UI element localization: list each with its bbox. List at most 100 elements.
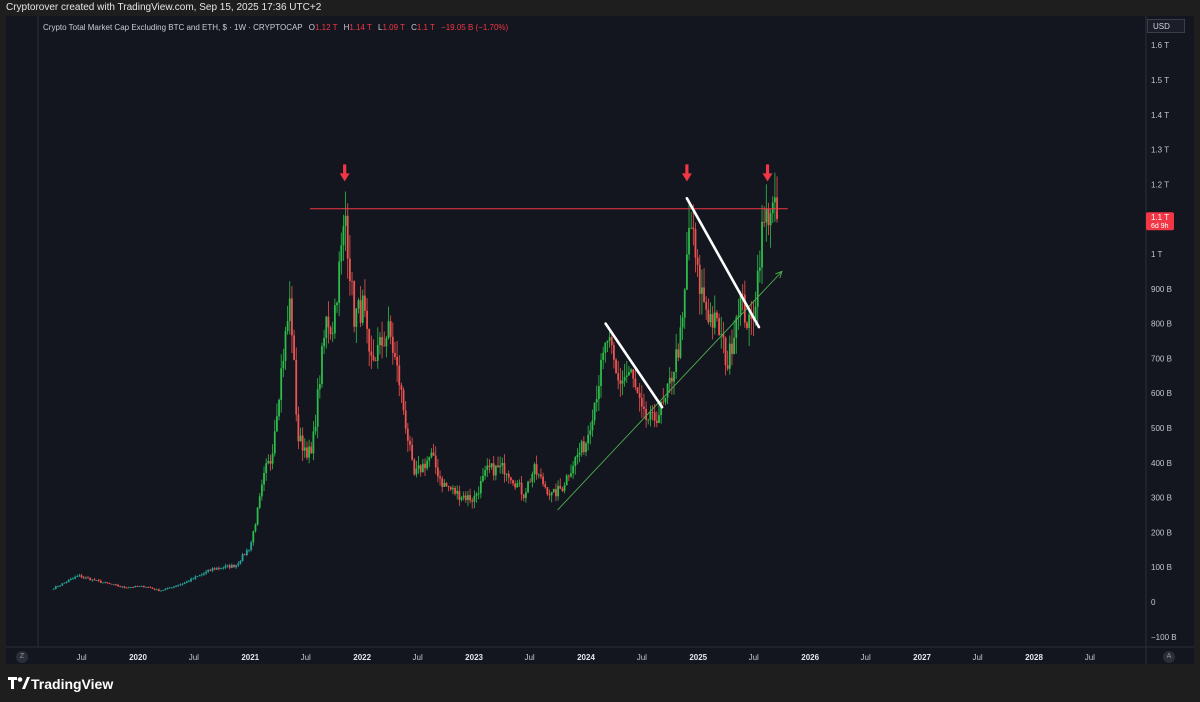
currency-button[interactable]: USD [1147,19,1185,33]
candle [621,370,624,396]
candle [215,566,218,571]
candle [662,388,665,405]
candle [589,422,592,445]
candle [722,321,725,354]
candle [76,574,79,578]
candle [243,553,246,556]
candle [655,411,658,428]
candle [544,481,547,489]
candle [490,463,493,471]
candle [376,327,379,369]
price-tick-label: 900 B [1151,285,1172,294]
candle [507,470,510,484]
candle [271,444,274,470]
candle [282,348,285,378]
candle [228,563,231,570]
candle [439,470,441,486]
candle [773,172,776,222]
candle [211,567,214,573]
candle [97,578,100,583]
candle [555,483,557,502]
candle [404,401,407,434]
candle [494,465,497,481]
candle [145,586,147,588]
candle [263,466,265,492]
candle [475,492,478,503]
zoom-reset-button[interactable]: Z [16,651,28,663]
candle [200,573,203,577]
candle [245,548,248,557]
candle [668,367,671,394]
auto-scale-button[interactable]: A [1163,651,1175,663]
arrow-down-icon[interactable] [339,164,350,182]
month-tick-label: Jul [861,653,871,662]
candle [402,387,405,415]
price-tick-label: 1 T [1151,250,1163,259]
price-tick-label: 1.2 T [1151,180,1169,189]
candle [681,311,684,341]
candle [529,478,532,483]
candle [69,577,72,581]
candle [157,588,160,592]
arrow-down-icon[interactable] [762,164,773,182]
candle [106,582,109,584]
candle [651,405,654,421]
channel-trendline[interactable] [685,197,761,329]
candle [321,342,323,388]
candle [398,355,401,397]
candle [645,401,648,428]
month-tick-label: Jul [189,653,199,662]
candle [578,442,581,463]
candle [728,335,731,375]
candle [132,586,134,588]
price-tick-label: 400 B [1151,459,1172,468]
candle [527,480,529,494]
legend-open-label: O [308,23,315,32]
candle [181,582,184,586]
candle [136,585,139,587]
candle [265,458,268,481]
channel-trendline[interactable] [604,322,664,409]
candle [436,458,439,483]
chart-frame[interactable] [6,16,1194,664]
arrow-down-icon[interactable] [681,164,692,182]
candle [617,360,620,390]
candle [67,578,70,583]
candle [220,567,222,570]
candle [546,487,549,496]
month-tick-label: Jul [972,653,982,662]
support-trendline[interactable] [557,270,783,511]
legend-open-value: 1.12 T [314,23,338,32]
legend-low-value: 1.09 T [382,23,405,32]
candle [516,480,519,488]
last-candle [776,205,778,223]
candle [383,331,386,347]
candle [449,486,452,491]
symbol-legend[interactable]: Crypto Total Market Cap Excluding BTC an… [43,22,508,34]
candle [379,331,381,355]
candle [374,357,377,362]
candle [235,564,238,569]
annotations-layer [310,164,788,511]
candle [421,458,424,473]
candle [198,574,201,577]
candle [509,476,512,484]
candle [348,235,351,296]
candle [344,191,347,251]
candle [492,455,495,481]
candle [179,583,182,587]
candle [284,326,287,370]
candle [694,222,697,273]
candle [278,398,280,421]
candle [559,478,562,490]
candle [649,405,652,427]
candle [175,585,177,588]
year-tick-label: 2023 [465,653,483,662]
candle [394,341,396,360]
price-tick-label: 600 B [1151,389,1172,398]
candle [585,441,587,457]
candle [572,461,575,479]
candle [286,305,289,335]
candles-layer [52,172,778,592]
